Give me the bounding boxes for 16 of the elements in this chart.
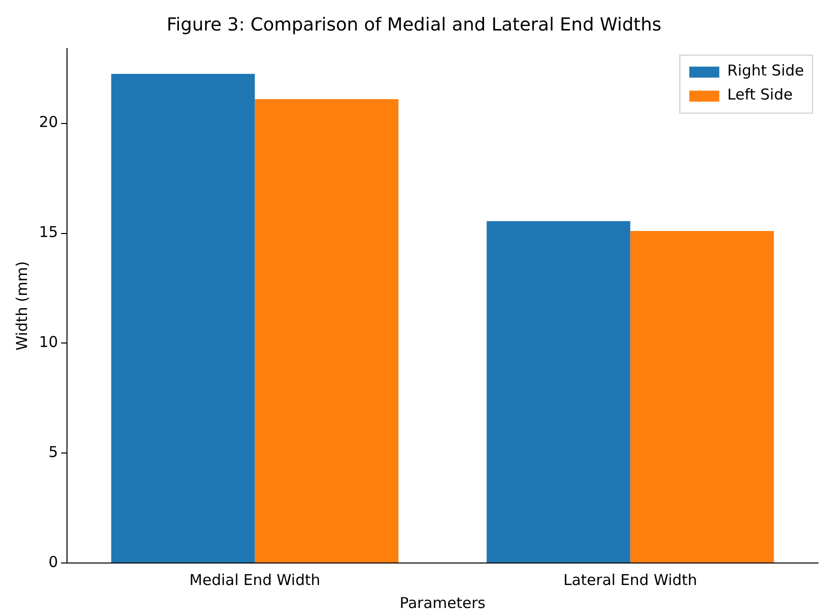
y-tick-label: 0	[48, 552, 58, 571]
legend-label: Right Side	[727, 61, 804, 80]
x-tick-label: Lateral End Width	[563, 570, 698, 589]
y-axis-title: Width (mm)	[12, 261, 31, 350]
bar	[254, 99, 398, 562]
bar	[630, 231, 774, 562]
x-tick-label: Medial End Width	[189, 570, 320, 589]
x-axis-title: Parameters	[400, 594, 486, 612]
y-tick-label: 5	[48, 442, 58, 461]
bar	[486, 221, 630, 562]
y-tick-label: 20	[38, 113, 58, 132]
legend-label: Left Side	[727, 85, 793, 104]
y-tick-label: 10	[38, 333, 58, 352]
chart-title: Figure 3: Comparison of Medial and Lateral End Widths	[166, 14, 662, 36]
bar	[111, 74, 255, 562]
y-tick-label: 15	[38, 223, 58, 242]
